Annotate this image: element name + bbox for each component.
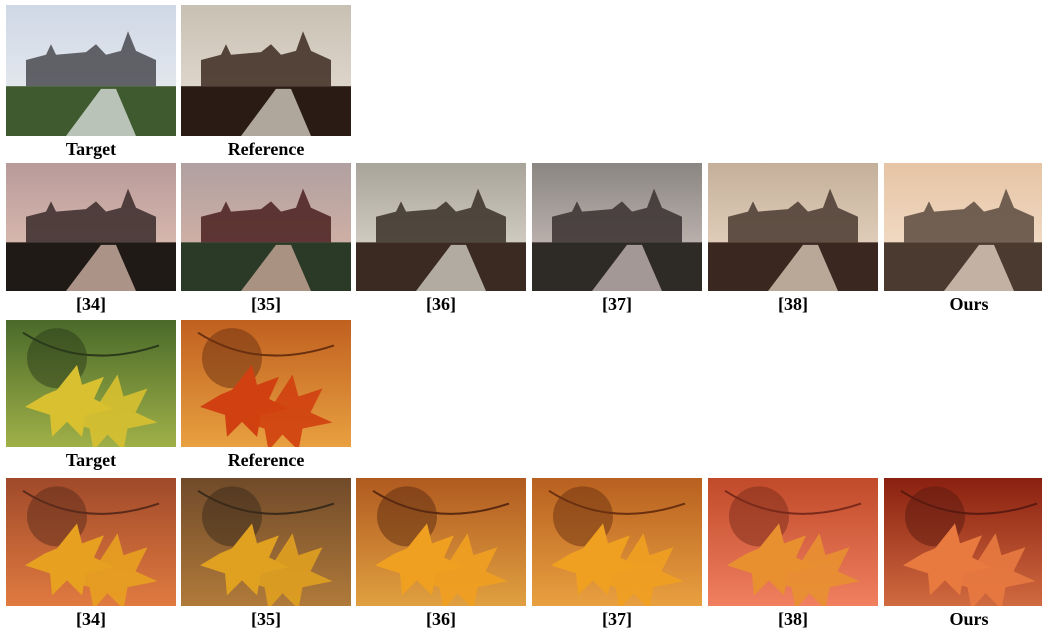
photo-image (356, 163, 526, 291)
photo-image (532, 163, 702, 291)
photo-image (181, 5, 351, 136)
caption: [38] (778, 294, 808, 314)
photo (532, 163, 702, 291)
caption: [34] (76, 609, 106, 629)
photo (884, 478, 1042, 606)
photo (356, 163, 526, 291)
photo-image (6, 163, 176, 291)
photo-image (181, 163, 351, 291)
photo-image (884, 163, 1042, 291)
photo-image (6, 320, 176, 447)
photo-image (6, 5, 176, 136)
caption: [36] (426, 294, 456, 314)
caption: Ours (949, 294, 989, 314)
photo (181, 320, 351, 447)
photo (356, 478, 526, 606)
photo-image (356, 478, 526, 606)
caption: [36] (426, 609, 456, 629)
photo-image (532, 478, 702, 606)
photo-image (181, 478, 351, 606)
photo (6, 163, 176, 291)
photo-image (708, 163, 878, 291)
caption: [35] (251, 609, 281, 629)
caption: [35] (251, 294, 281, 314)
photo (708, 478, 878, 606)
caption: Ours (949, 609, 989, 629)
photo (181, 163, 351, 291)
caption: [34] (76, 294, 106, 314)
photo (884, 163, 1042, 291)
photo (6, 5, 176, 136)
photo (708, 163, 878, 291)
caption: [37] (602, 294, 632, 314)
caption: [37] (602, 609, 632, 629)
photo (532, 478, 702, 606)
photo-image (708, 478, 878, 606)
caption: Target (65, 139, 117, 159)
photo (6, 478, 176, 606)
photo-image (181, 320, 351, 447)
photo (181, 5, 351, 136)
photo (6, 320, 176, 447)
caption: Target (65, 450, 117, 470)
photo-image (6, 478, 176, 606)
photo (181, 478, 351, 606)
caption: Reference (227, 450, 305, 470)
caption: Reference (227, 139, 305, 159)
photo-image (884, 478, 1042, 606)
caption: [38] (778, 609, 808, 629)
